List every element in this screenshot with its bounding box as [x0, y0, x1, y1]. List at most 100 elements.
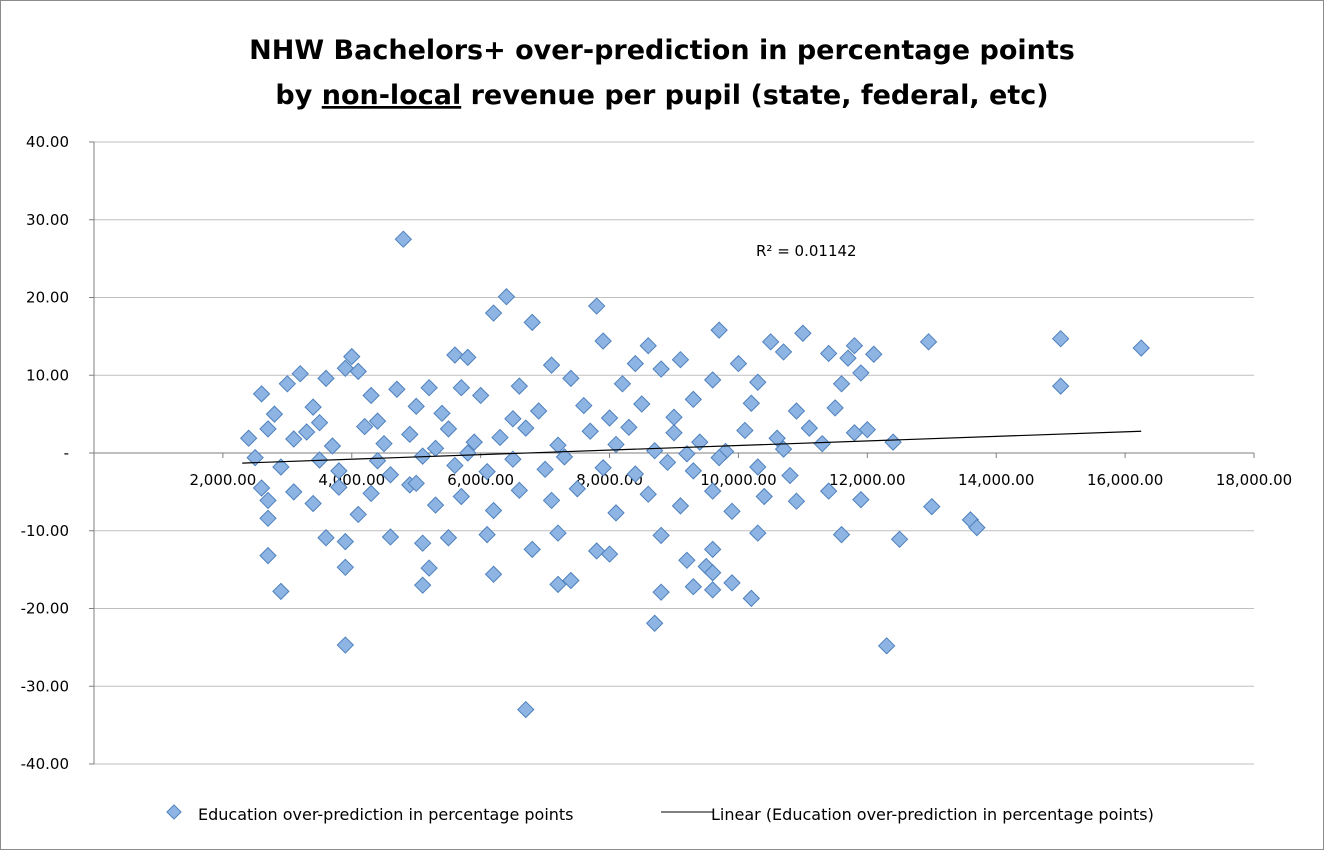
data-point [362, 386, 380, 405]
x-tick-label: 8,000.00 [576, 471, 643, 489]
data-point [259, 420, 277, 438]
y-tick-label: 20.00 [26, 289, 69, 307]
data-point [877, 637, 896, 655]
data-point [729, 354, 748, 373]
data-point [259, 491, 277, 510]
data-point [594, 459, 612, 477]
data-point [401, 425, 419, 444]
data-point [645, 441, 664, 460]
data-point [278, 375, 297, 393]
data-point [291, 364, 309, 383]
data-point [800, 419, 819, 437]
data-point [504, 450, 522, 468]
data-point [368, 412, 387, 430]
data-point [317, 369, 335, 388]
data-point [787, 492, 806, 510]
data-point [794, 324, 812, 342]
data-point [633, 395, 651, 413]
data-point [639, 336, 657, 355]
data-point [510, 377, 529, 395]
data-point [310, 413, 329, 432]
data-point [703, 482, 722, 500]
data-point [819, 482, 838, 500]
data-point [645, 614, 664, 632]
data-point [865, 345, 883, 363]
data-point [446, 346, 464, 364]
x-tick-label: 2,000.00 [189, 471, 256, 489]
data-point [413, 534, 432, 552]
data-point [517, 700, 535, 719]
data-point [600, 545, 619, 563]
data-point [259, 509, 277, 528]
data-point [703, 540, 722, 559]
data-point [510, 481, 529, 500]
data-point [594, 332, 612, 350]
data-point [549, 575, 567, 594]
y-tick-label: 10.00 [26, 366, 69, 384]
data-point [452, 378, 471, 397]
data-point [575, 396, 593, 415]
data-point [568, 480, 587, 498]
data-point [884, 433, 902, 451]
data-point [742, 394, 761, 412]
data-point [562, 571, 580, 590]
data-point [858, 420, 877, 439]
data-point [665, 408, 683, 426]
data-point [819, 344, 838, 363]
data-point [542, 491, 561, 510]
data-point [549, 436, 567, 454]
data-point [555, 448, 574, 466]
data-point [407, 474, 425, 493]
data-point [749, 373, 767, 391]
data-point [491, 428, 509, 447]
x-tick-label: 4,000.00 [318, 471, 385, 489]
data-point [710, 321, 728, 339]
data-point [613, 375, 632, 393]
data-point [465, 433, 483, 451]
data-point [368, 452, 387, 470]
y-tick-label: -30.00 [21, 677, 69, 695]
data-point [684, 462, 703, 480]
data-point [671, 350, 690, 369]
legend-marker-scatter [166, 804, 182, 820]
data-point [471, 386, 490, 405]
data-point [439, 529, 458, 547]
data-point [336, 636, 355, 654]
data-point [459, 348, 477, 367]
data-point [478, 525, 496, 544]
data-point [304, 398, 322, 416]
data-point [755, 487, 773, 506]
data-point [626, 354, 645, 373]
data-point [626, 465, 645, 483]
data-point [703, 564, 722, 582]
title-suffix: revenue per pupil (state, federal, etc) [461, 80, 1048, 111]
y-tick-label: -40.00 [21, 755, 69, 773]
data-point [607, 435, 625, 454]
data-point [265, 405, 284, 423]
data-point [523, 313, 541, 332]
x-tick-label: 14,000.00 [958, 471, 1034, 489]
data-point [542, 356, 561, 374]
axes [89, 141, 1255, 765]
data-point [742, 589, 761, 608]
y-tick-label: 30.00 [26, 211, 69, 229]
data-point [317, 529, 335, 547]
title-prefix: by [275, 80, 321, 111]
data-point [446, 456, 464, 475]
data-point [839, 349, 857, 367]
data-point [285, 483, 303, 501]
data-point [246, 448, 264, 467]
data-point [832, 375, 851, 393]
data-point [845, 336, 864, 355]
data-point [407, 397, 425, 416]
data-point [562, 369, 580, 388]
data-point [388, 380, 406, 398]
data-point [968, 518, 986, 537]
y-tick-label: 40.00 [26, 133, 69, 151]
x-tick-label: 18,000.00 [1216, 471, 1292, 489]
data-point [678, 445, 696, 463]
data-point [252, 479, 271, 497]
data-point [433, 404, 451, 423]
data-point [484, 565, 503, 583]
